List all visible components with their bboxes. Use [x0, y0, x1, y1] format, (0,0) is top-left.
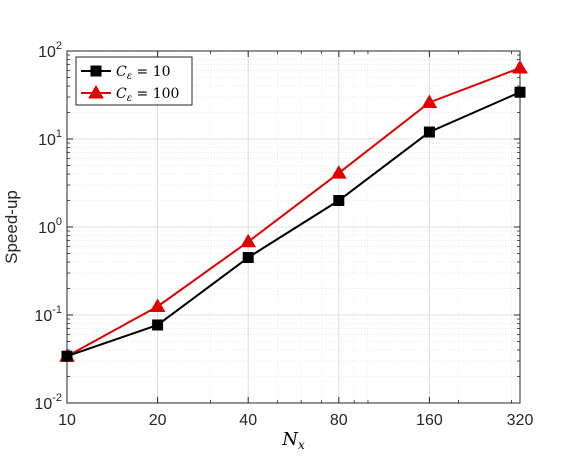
x-axis-title: Nx — [281, 429, 305, 452]
triangle-marker — [88, 85, 104, 99]
square-marker — [61, 350, 73, 362]
y-axis-title: Speed-up — [2, 190, 21, 264]
square-marker — [333, 195, 345, 207]
square-marker — [242, 252, 254, 264]
series-line — [66, 91, 521, 358]
series-1 — [61, 86, 526, 362]
y-tick-label-base: 10 — [34, 308, 52, 325]
triangle-marker — [149, 298, 166, 312]
x-tick-label: 40 — [239, 412, 257, 429]
series-2 — [59, 60, 528, 362]
x-tick-label: 10 — [58, 412, 76, 429]
x-tick-labels: 10 20 40 80 160 320 — [58, 412, 533, 429]
legend-label-symbol: C — [116, 86, 127, 102]
legend-label: Cε = 100 — [116, 86, 179, 104]
y-tick-label-exponent: 0 — [56, 216, 62, 228]
legend-label: Cε = 10 — [116, 64, 171, 82]
legend-label-value: = 10 — [132, 64, 170, 80]
series-layer — [59, 60, 528, 362]
series-line — [66, 67, 521, 358]
x-tick-label: 160 — [416, 412, 443, 429]
y-tick-label-exponent: -1 — [52, 304, 62, 316]
square-marker — [423, 126, 435, 138]
legend-label-subscript: ε — [127, 93, 132, 104]
y-tick-label: 10-2 — [34, 392, 62, 413]
y-tick-label-base: 10 — [38, 132, 56, 149]
triangle-marker — [421, 94, 438, 108]
x-tick-label: 20 — [149, 412, 167, 429]
legend-label-value: = 100 — [132, 86, 179, 102]
y-tick-label-base: 10 — [38, 220, 56, 237]
y-tick-label: 102 — [38, 40, 62, 61]
x-axis-title-sub: x — [298, 438, 305, 452]
y-tick-label: 10-1 — [34, 304, 62, 325]
x-tick-label: 80 — [330, 412, 348, 429]
y-tick-label-exponent: 2 — [56, 40, 62, 52]
square-marker — [90, 65, 102, 77]
triangle-marker — [330, 165, 347, 179]
triangle-marker — [512, 60, 528, 74]
y-tick-label-exponent: 1 — [56, 128, 62, 140]
y-tick-label-exponent: -2 — [52, 392, 62, 404]
legend-label-symbol: C — [116, 64, 127, 80]
legend-item-2: Cε = 100 — [81, 85, 179, 104]
y-tick-label: 100 — [38, 216, 62, 237]
legend-label-subscript: ε — [127, 71, 132, 82]
square-marker — [514, 86, 526, 98]
y-tick-label-base: 10 — [38, 44, 56, 61]
legend-box — [75, 56, 193, 106]
x-tick-label: 320 — [507, 412, 534, 429]
legend-item-1: Cε = 10 — [81, 64, 171, 82]
y-tick-label: 101 — [38, 128, 62, 149]
x-axis-title-main: N — [281, 429, 299, 450]
axis-ticks — [66, 50, 521, 404]
square-marker — [152, 319, 164, 331]
triangle-marker — [240, 233, 257, 248]
y-tick-label-base: 10 — [34, 396, 52, 413]
